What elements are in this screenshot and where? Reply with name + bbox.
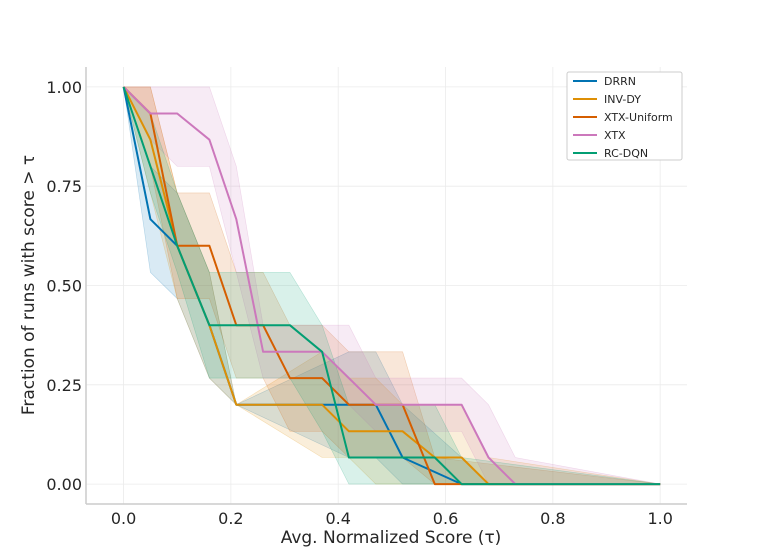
x-tick-labels: 0.0 0.2 0.4 0.6 0.8 1.0	[111, 509, 673, 528]
legend-label-xtx: XTX	[604, 129, 626, 142]
line-xtx	[122, 86, 661, 486]
y-tick-label: 0.50	[46, 277, 82, 296]
legend-frame	[566, 71, 683, 161]
series-lines	[122, 86, 661, 486]
x-tick-label: 0.6	[433, 509, 458, 528]
legend-label-xtx-uniform: XTX-Uniform	[604, 111, 673, 124]
y-tick-label: 1.00	[46, 78, 82, 97]
x-tick-label: 1.0	[647, 509, 672, 528]
y-tick-label: 0.00	[46, 475, 82, 494]
y-tick-labels: 0.00 0.25 0.50 0.75 1.00	[46, 78, 82, 494]
y-tick-label: 0.75	[46, 177, 82, 196]
y-tick-label: 0.25	[46, 376, 82, 395]
x-tick-label: 0.2	[218, 509, 243, 528]
legend-label-drrn: DRRN	[604, 75, 636, 88]
x-tick-label: 0.4	[325, 509, 350, 528]
x-axis-label: Avg. Normalized Score (τ)	[281, 528, 502, 548]
y-axis-label: Fraction of runs with score > τ	[19, 155, 39, 415]
legend: DRRN INV-DY XTX-Uniform XTX RC-DQN	[566, 71, 683, 161]
x-tick-label: 0.0	[111, 509, 136, 528]
x-tick-label: 0.8	[540, 509, 565, 528]
line-rc-dqn	[122, 86, 661, 486]
legend-label-inv-dy: INV-DY	[604, 93, 641, 106]
legend-label-rc-dqn: RC-DQN	[604, 147, 648, 160]
